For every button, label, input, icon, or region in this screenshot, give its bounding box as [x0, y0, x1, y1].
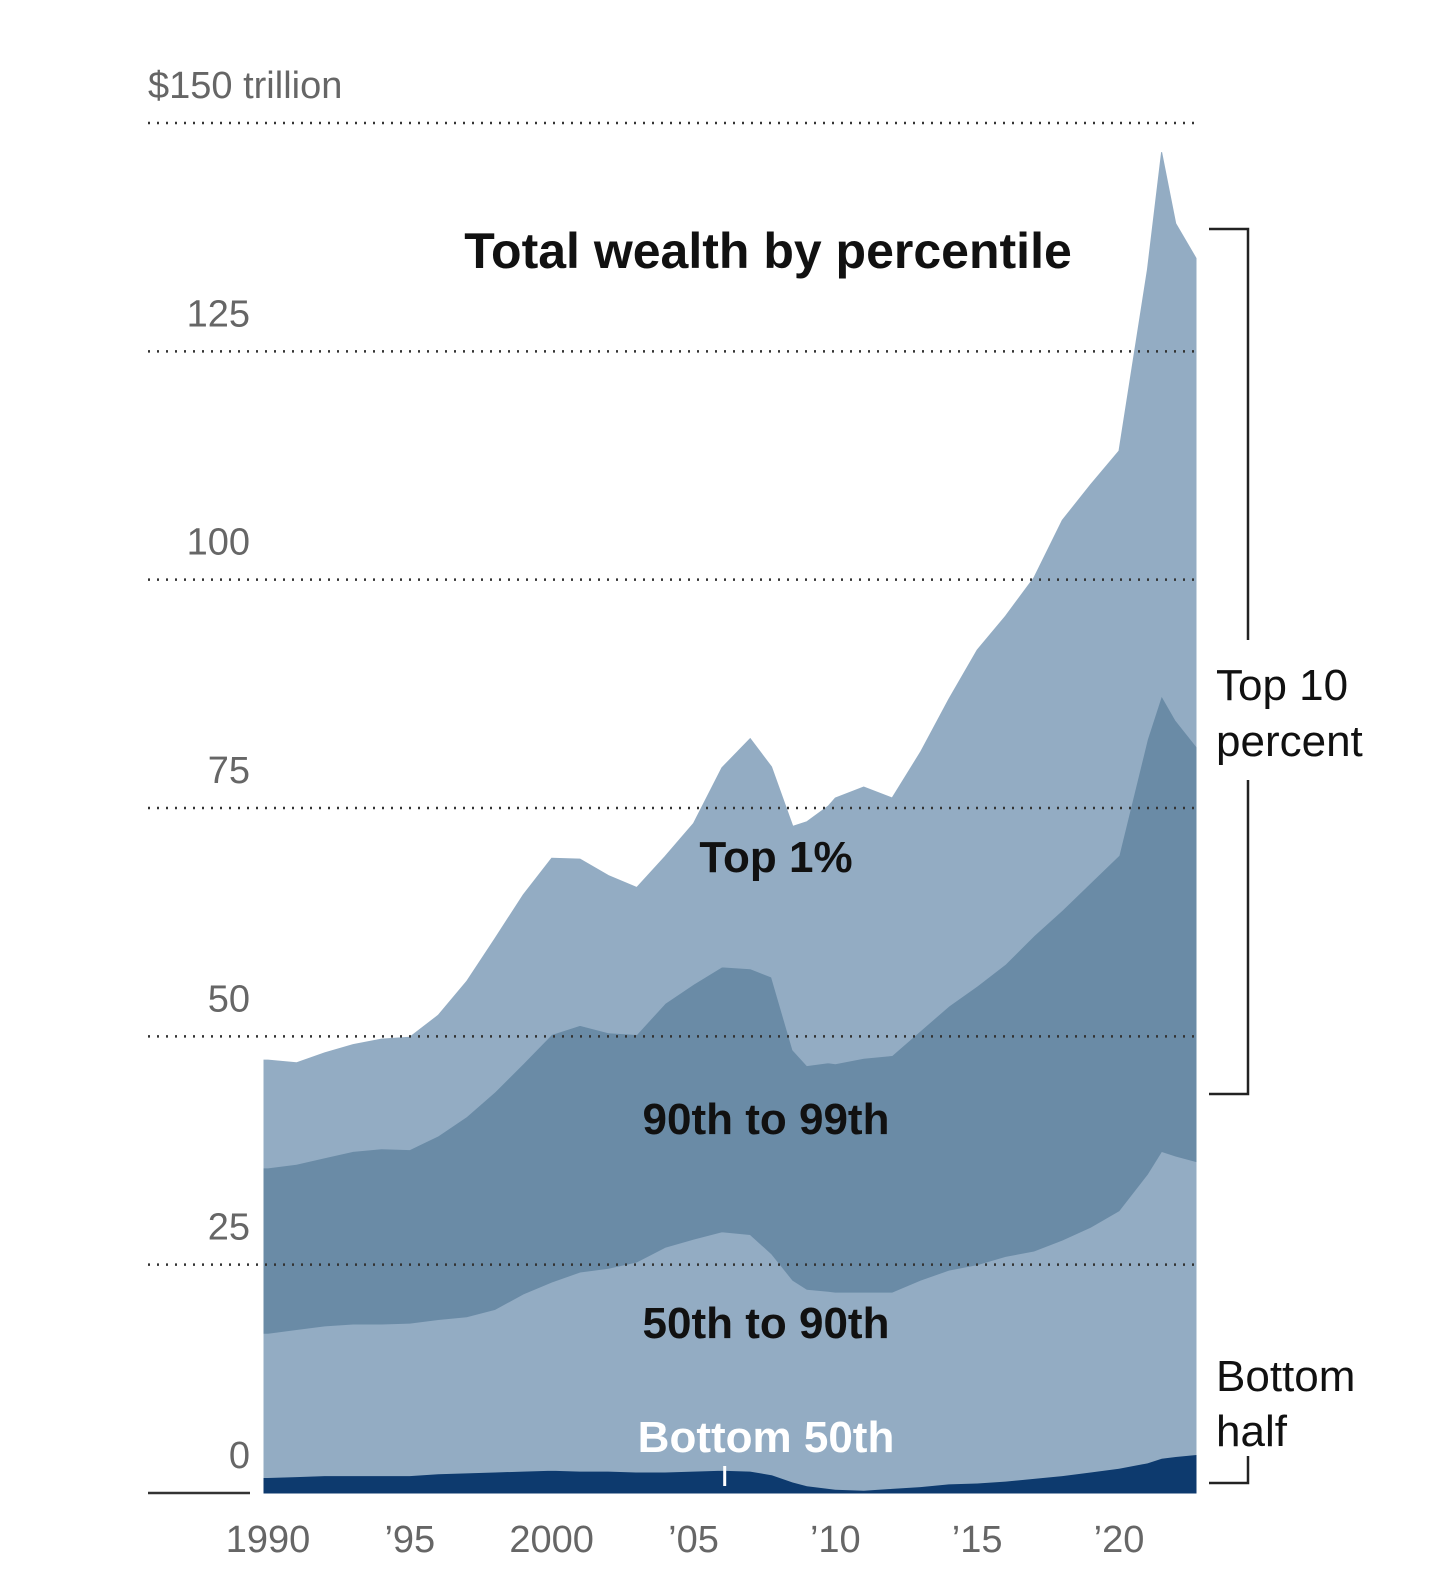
stacked-areas — [263, 152, 1197, 1494]
x-tick-label: ’15 — [952, 1519, 1003, 1561]
chart-title: Total wealth by percentile — [464, 223, 1072, 279]
y-tick-label: 25 — [208, 1207, 250, 1249]
y-tick-label: 75 — [208, 750, 250, 792]
label-50th-to-90th: 50th to 90th — [643, 1299, 890, 1348]
y-tick-label: 125 — [187, 293, 250, 335]
x-tick-label: 2000 — [509, 1519, 594, 1561]
label-top-1: Top 1% — [699, 833, 852, 882]
x-tick-label: ’20 — [1094, 1519, 1145, 1561]
top-10-label-line-2: percent — [1216, 717, 1363, 766]
label-bottom-50th: Bottom 50th — [638, 1413, 895, 1462]
y-tick-label: 0 — [229, 1435, 250, 1477]
x-tick-label: ’05 — [668, 1519, 719, 1561]
x-tick-label: ’95 — [384, 1519, 435, 1561]
gridlines — [148, 121, 1196, 1495]
x-tick-label: 1990 — [226, 1519, 311, 1561]
bottom-half-label-line-2: half — [1216, 1407, 1288, 1456]
y-tick-label: 100 — [187, 522, 250, 564]
top-10-label-gap — [1238, 640, 1262, 780]
bottom-half-label-line-1: Bottom — [1216, 1352, 1355, 1401]
x-tick-label: ’10 — [810, 1519, 861, 1561]
top-10-label-line-1: Top 10 — [1216, 661, 1348, 710]
label-90th-to-99th: 90th to 99th — [643, 1095, 890, 1144]
y-axis-ticks: 0 25 50 75 100 125 $150 trillion — [148, 65, 342, 1477]
y-tick-label: 50 — [208, 978, 250, 1020]
right-brackets: Top 10 percent Bottom half — [1209, 227, 1363, 1485]
area-top-1 — [263, 152, 1197, 1169]
x-axis-ticks: 1990 ’95 2000 ’05 ’10 ’15 ’20 — [226, 1519, 1145, 1561]
bottom-half-bracket — [1209, 1456, 1250, 1485]
y-tick-label: $150 trillion — [148, 65, 342, 107]
